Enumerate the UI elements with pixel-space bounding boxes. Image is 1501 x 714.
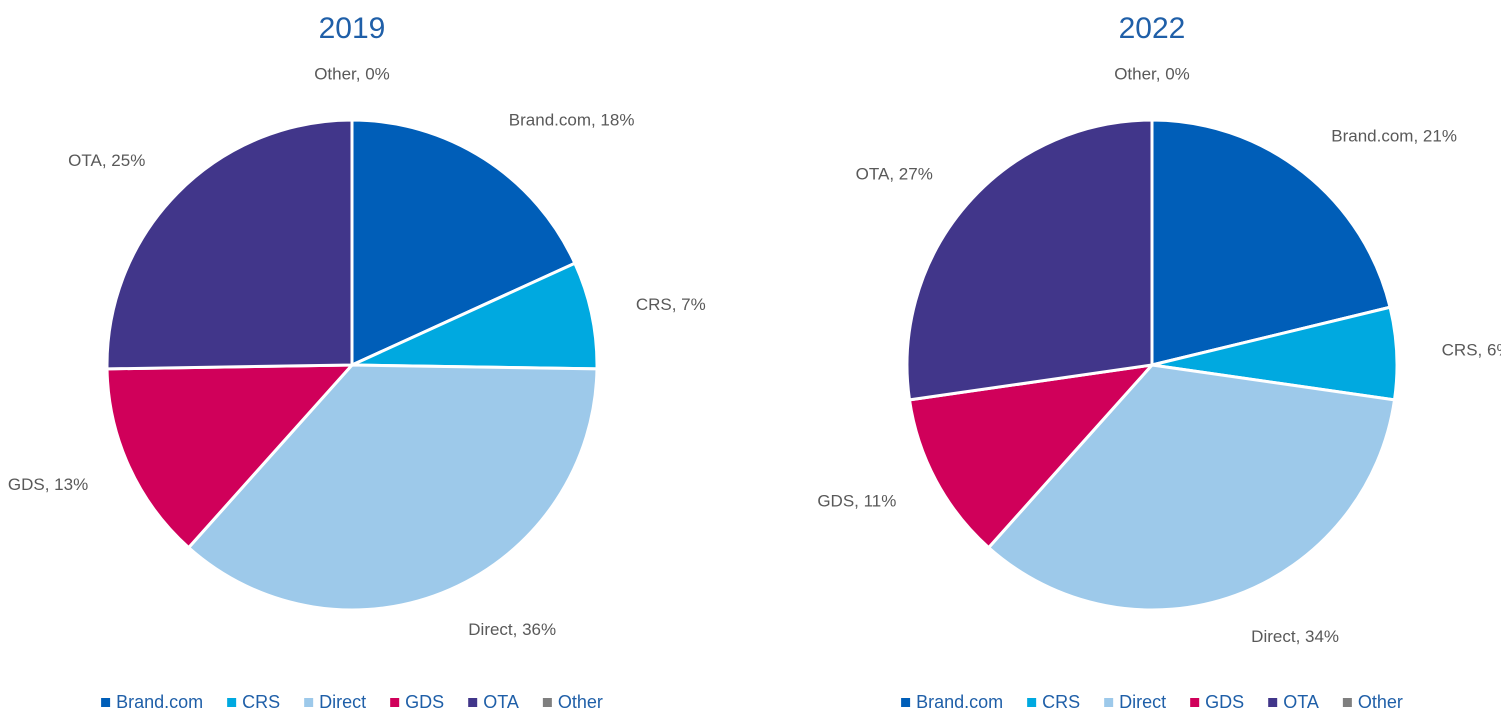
legend-swatch	[1342, 698, 1352, 707]
legend-swatch	[1104, 698, 1114, 707]
legend-label: CRS	[242, 692, 280, 712]
pie-slice	[351, 261, 599, 371]
pie-slice	[907, 362, 1156, 550]
legend-swatch	[227, 698, 237, 707]
legend-label: Brand.com	[916, 692, 1003, 712]
legend-label: Direct	[319, 692, 366, 712]
data-label: Brand.com, 18%	[509, 111, 635, 130]
legend-swatch	[390, 698, 400, 707]
data-label: OTA, 25%	[68, 151, 145, 170]
data-label: Brand.com, 21%	[1331, 127, 1457, 146]
pie-slice	[105, 118, 354, 371]
pie-slice	[986, 363, 1397, 612]
legend-label: Brand.com	[116, 692, 203, 712]
data-label: CRS, 7%	[636, 295, 706, 314]
pie-slice	[350, 118, 577, 368]
pie-slice	[105, 363, 356, 550]
data-label: Direct, 34%	[1251, 627, 1339, 646]
pie-slice	[186, 363, 599, 612]
data-label: OTA, 27%	[856, 165, 933, 184]
data-label: CRS, 6%	[1442, 341, 1501, 360]
pie-slice	[905, 118, 1154, 402]
pie-slice	[1150, 118, 1392, 367]
chart-title: 2019	[319, 12, 386, 45]
legend-label: CRS	[1042, 692, 1080, 712]
data-label: GDS, 11%	[817, 491, 896, 510]
data-label: Other, 0%	[314, 64, 390, 83]
legend-swatch	[542, 698, 552, 707]
legend-label: Other	[558, 692, 603, 712]
data-label: Direct, 36%	[468, 620, 556, 639]
legend-label: OTA	[1283, 692, 1319, 712]
legend-label: GDS	[1205, 692, 1244, 712]
legend-swatch	[468, 698, 478, 707]
legend-swatch	[1190, 698, 1200, 707]
chart-title: 2022	[1119, 12, 1186, 45]
legend-swatch	[1268, 698, 1278, 707]
legend-label: OTA	[483, 692, 519, 712]
legend-swatch	[901, 698, 911, 707]
legend-swatch	[304, 698, 314, 707]
legend-swatch	[101, 698, 111, 707]
legend-label: GDS	[405, 692, 444, 712]
legend-label: Other	[1358, 692, 1403, 712]
legend-swatch	[1027, 698, 1037, 707]
legend-label: Direct	[1119, 692, 1166, 712]
data-label: Other, 0%	[1114, 64, 1190, 83]
data-label: GDS, 13%	[8, 475, 88, 494]
